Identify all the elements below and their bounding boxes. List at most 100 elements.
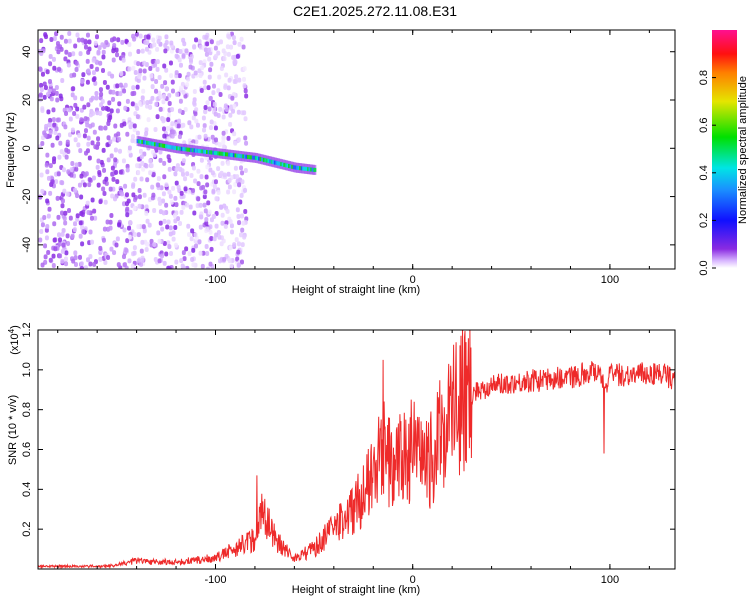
noise-cell (220, 220, 225, 226)
noise-cell (112, 250, 117, 256)
noise-cell (83, 116, 88, 122)
noise-cell (198, 202, 203, 208)
noise-cell (203, 208, 208, 214)
noise-cell (100, 42, 105, 48)
noise-cell (199, 185, 204, 191)
noise-cell (39, 38, 44, 44)
noise-cell (149, 73, 154, 79)
noise-cell (177, 134, 182, 140)
noise-cell (227, 258, 232, 264)
noise-cell (163, 48, 168, 54)
noise-cell (166, 219, 171, 225)
noise-cell (65, 191, 70, 197)
ridge-cell (256, 156, 260, 161)
noise-cell (68, 116, 73, 122)
noise-cell (239, 193, 244, 199)
noise-cell (110, 37, 115, 43)
noise-cell (229, 44, 234, 50)
noise-cell (189, 54, 194, 60)
noise-cell (60, 210, 65, 216)
noise-cell (110, 165, 115, 171)
noise-cell (110, 193, 115, 199)
top-x-tick-label: 100 (601, 274, 619, 286)
ridge-cell (142, 140, 146, 145)
noise-cell (178, 98, 183, 104)
noise-cell (227, 184, 232, 190)
noise-cell (244, 140, 249, 146)
noise-cell (148, 104, 153, 110)
noise-cell (234, 74, 239, 80)
noise-cell (145, 241, 150, 247)
top-y-label: Frequency (Hz) (5, 112, 17, 188)
noise-cell (228, 219, 233, 225)
noise-cell (190, 256, 195, 262)
noise-cell (213, 179, 218, 185)
noise-cell (189, 236, 194, 242)
noise-cell (101, 105, 106, 111)
ridge-cell (136, 139, 140, 144)
noise-cell (205, 266, 210, 269)
noise-cell (43, 85, 48, 91)
noise-cell (225, 44, 230, 50)
noise-cell (68, 215, 73, 221)
noise-cell (144, 130, 149, 136)
noise-cell (181, 89, 186, 95)
noise-cell (94, 34, 99, 40)
noise-cell (151, 192, 156, 198)
noise-cell (127, 145, 132, 151)
noise-cell (118, 82, 123, 88)
noise-cell (47, 122, 52, 128)
noise-cell (127, 225, 132, 231)
ridge-cell (264, 158, 268, 163)
ridge-cell (166, 144, 170, 149)
bottom-x-tick-label: 100 (601, 574, 619, 586)
top-x-tick-label: 0 (410, 274, 416, 286)
noise-cell (45, 169, 50, 175)
noise-cell (170, 88, 175, 94)
noise-cell (94, 95, 99, 101)
noise-cell (86, 141, 91, 147)
noise-cell (55, 117, 60, 123)
noise-cell (93, 144, 98, 150)
noise-cell (210, 170, 215, 176)
ridge-cell (220, 151, 224, 156)
ridge-cell (248, 155, 252, 160)
ridge-cell (210, 150, 214, 155)
noise-cell (231, 108, 236, 114)
noise-cell (140, 48, 145, 54)
noise-cell (76, 142, 81, 148)
noise-cell (125, 206, 130, 212)
noise-cell (220, 160, 225, 166)
noise-cell (155, 66, 160, 72)
noise-cell (242, 234, 247, 240)
ridge-cell (258, 156, 262, 161)
ridge-cell (155, 142, 159, 147)
noise-cell (162, 126, 167, 132)
spectrogram (38, 31, 317, 269)
noise-cell (237, 41, 242, 47)
noise-cell (43, 254, 48, 260)
noise-cell (44, 123, 49, 129)
noise-cell (152, 241, 157, 247)
noise-cell (128, 209, 133, 215)
noise-cell (162, 240, 167, 246)
noise-cell (135, 163, 140, 169)
noise-cell (133, 176, 138, 182)
noise-cell (111, 48, 116, 54)
noise-cell (231, 54, 236, 60)
noise-cell (167, 189, 172, 195)
noise-cell (58, 93, 63, 99)
noise-cell (144, 163, 149, 169)
noise-cell (207, 74, 212, 80)
ridge-cell (289, 164, 293, 169)
noise-cell (164, 251, 169, 257)
noise-cell (95, 164, 100, 170)
noise-cell (48, 129, 53, 135)
noise-cell (106, 157, 111, 163)
noise-cell (105, 219, 110, 225)
noise-cell (200, 263, 205, 269)
noise-cell (162, 133, 167, 139)
noise-cell (146, 34, 151, 40)
ridge-cell (261, 157, 265, 162)
